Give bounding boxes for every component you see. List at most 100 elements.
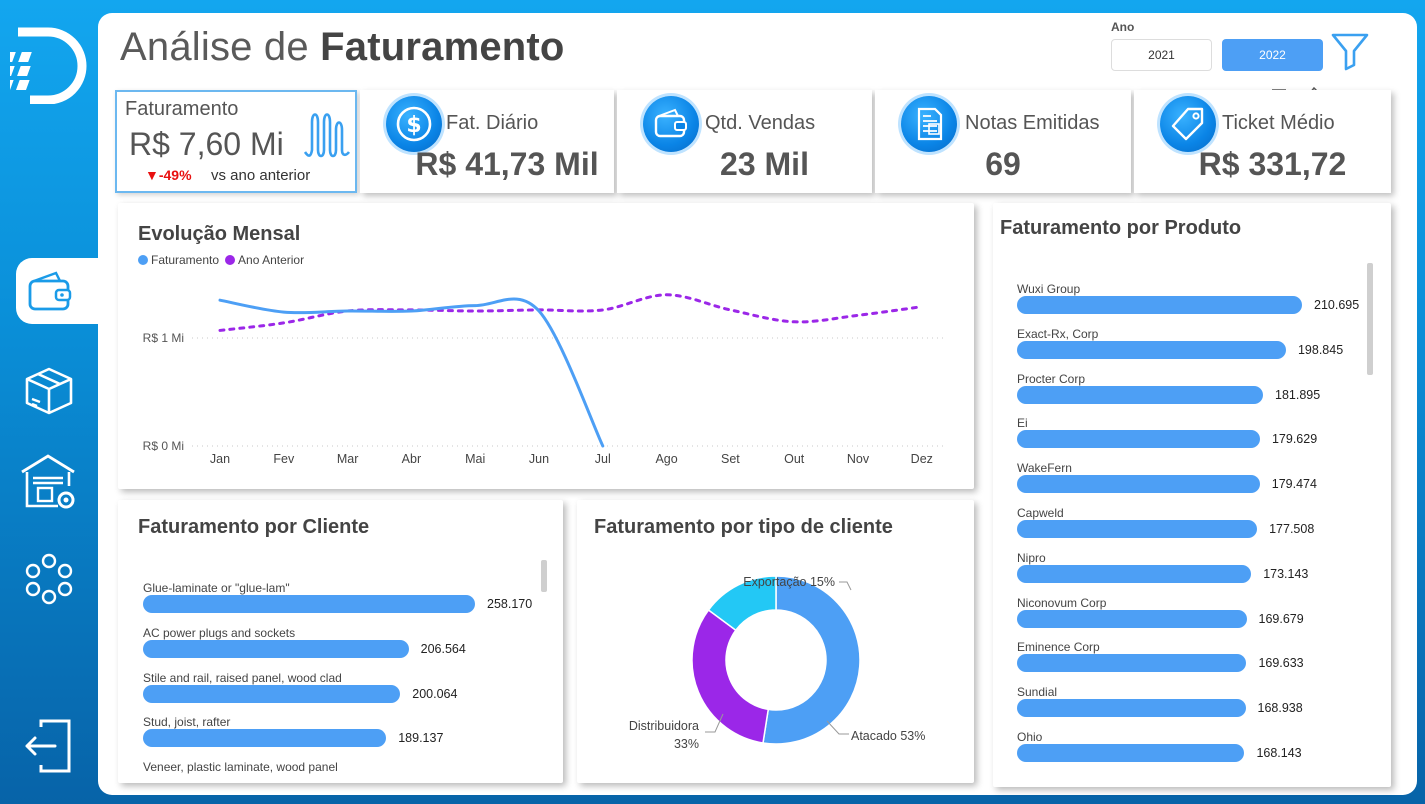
bar-value-label: 258.170 <box>487 597 533 611</box>
slice-label: Atacado 53% <box>851 729 925 743</box>
bar-value-label: 179.629 <box>1271 432 1318 447</box>
box-icon <box>25 367 73 415</box>
kpi-value: R$ 7,60 Mi <box>129 126 284 162</box>
price-tag-icon <box>1160 96 1216 152</box>
bar-label: Stile and rail, raised panel, wood clad <box>143 670 342 685</box>
kpi-title: Ticket Médio <box>1222 112 1335 134</box>
legend-item-faturamento[interactable]: Faturamento <box>138 253 219 267</box>
bar[interactable] <box>1017 609 1247 628</box>
nav-estoque[interactable] <box>16 448 82 514</box>
bar[interactable] <box>1017 654 1247 673</box>
series-line-faturamento[interactable] <box>218 297 605 448</box>
leader-line <box>839 581 852 591</box>
wave-chart-icon <box>303 113 351 158</box>
bar-label: Glue-laminate or "glue-lam" <box>143 581 290 595</box>
bar[interactable] <box>143 595 475 613</box>
kpi-notas-emitidas-card[interactable]: Notas Emitidas 69 <box>875 90 1131 193</box>
slice-atacado[interactable] <box>762 575 861 745</box>
nav-mais[interactable] <box>16 546 82 612</box>
kpi-delta-text: vs ano anterior <box>211 167 311 184</box>
bar[interactable] <box>1017 520 1258 538</box>
nav-faturamento[interactable] <box>16 258 104 324</box>
bar[interactable] <box>143 639 409 658</box>
funnel-filter-icon[interactable] <box>1330 31 1370 71</box>
slice-label: 33% <box>674 737 699 751</box>
kpi-value: 69 <box>985 146 1021 182</box>
bar-value-label: 169.679 <box>1258 611 1304 626</box>
y-tick-label: R$ 1 Mi <box>143 331 184 345</box>
kpi-qtd-vendas-card[interactable]: Qtd. Vendas 23 Mil <box>617 90 872 193</box>
x-tick-label: Fev <box>273 452 295 466</box>
bar-label: Niconovum Corp <box>1017 595 1107 610</box>
bar[interactable] <box>1017 699 1246 718</box>
bar-label: Exact-Rx, Corp <box>1017 326 1099 341</box>
logo-icon <box>10 27 87 104</box>
kpi-faturamento-card[interactable]: Faturamento R$ 7,60 Mi ▼-49% vs ano ante… <box>115 90 357 193</box>
bar-label: Sundial <box>1017 685 1058 700</box>
kpi-title: Qtd. Vendas <box>705 112 816 134</box>
x-tick-label: Out <box>784 452 805 466</box>
x-tick-label: Jan <box>210 452 230 466</box>
bar[interactable] <box>1017 385 1264 404</box>
bar-value-label: 200.064 <box>412 686 458 701</box>
panel-title: Faturamento por Produto <box>1000 217 1242 239</box>
report-canvas: Análise de Faturamento Ano 2021 2022 Fat… <box>98 13 1417 795</box>
bar-value-label: 168.143 <box>1256 746 1302 760</box>
x-tick-label: Mai <box>465 452 485 466</box>
bar[interactable] <box>1017 564 1252 583</box>
kpi-delta: ▼-49% <box>145 167 192 183</box>
bar-value-label: 169.633 <box>1258 656 1304 671</box>
invoice-icon <box>901 96 957 152</box>
bar-label: WakeFern <box>1017 461 1072 476</box>
slice-exportacao[interactable] <box>707 575 777 632</box>
kpi-title: Faturamento <box>125 98 239 120</box>
bar-label: Ei <box>1017 416 1028 431</box>
bar[interactable] <box>143 729 387 748</box>
bar[interactable] <box>1017 340 1286 359</box>
bar-value-label: 181.895 <box>1275 387 1321 402</box>
wallet-icon <box>643 96 699 152</box>
year-filter-label: Ano <box>1111 20 1135 34</box>
svg-text:$: $ <box>406 113 421 138</box>
y-tick-label: R$ 0 Mi <box>143 439 184 453</box>
kpi-value: 23 Mil <box>720 146 809 182</box>
bar-value-label: 177.508 <box>1269 522 1315 536</box>
kpi-title: Notas Emitidas <box>965 112 1100 134</box>
nav-produtos[interactable] <box>16 358 82 424</box>
x-tick-label: Dez <box>911 452 933 466</box>
bar[interactable] <box>1017 475 1260 494</box>
scrollbar[interactable] <box>1367 263 1373 375</box>
chart-legend: Faturamento Ano Anterior <box>138 253 304 267</box>
slice-label: Exportação 15% <box>743 575 835 589</box>
legend-item-ano-anterior[interactable]: Ano Anterior <box>225 253 304 267</box>
bar-value-label: 179.474 <box>1271 477 1317 492</box>
bar-label: Ohio <box>1017 730 1043 744</box>
year-2021-button[interactable]: 2021 <box>1111 39 1212 71</box>
line-chart: R$ 0 Mi R$ 1 Mi Jan Fev Mar Abr Mai Jun Jul Ago Se… <box>143 293 944 466</box>
dollar-coin-icon: $ <box>386 96 442 152</box>
x-tick-label: Jun <box>529 452 549 466</box>
scrollbar[interactable] <box>541 560 547 592</box>
kpi-ticket-medio-card[interactable]: Ticket Médio R$ 331,72 <box>1134 90 1391 193</box>
year-2022-button[interactable]: 2022 <box>1222 39 1323 71</box>
slice-distribuidora[interactable] <box>691 608 770 744</box>
nav-sair[interactable] <box>16 712 82 778</box>
kpi-fat-diario-card[interactable]: $ Fat. Diário R$ 41,73 Mil <box>360 90 614 193</box>
bar[interactable] <box>143 684 401 703</box>
bar-value-label: 189.137 <box>398 731 444 746</box>
donut-chart: Atacado 53% Distribuidora 33% Exportação 15… <box>629 575 926 751</box>
bar-value-label: 198.845 <box>1297 342 1344 357</box>
kpi-value: R$ 41,73 Mil <box>415 146 599 182</box>
kpi-title: Fat. Diário <box>446 112 539 134</box>
leader-line <box>826 720 849 735</box>
bar-value-label: 210.695 <box>1314 298 1360 312</box>
bar-label: Capweld <box>1017 506 1064 520</box>
bar[interactable] <box>1017 744 1245 762</box>
bar-label: Procter Corp <box>1017 371 1086 386</box>
bar-label: Veneer, plastic laminate, wood panel <box>143 760 338 775</box>
bar[interactable] <box>1017 296 1302 314</box>
bar-label: Eminence Corp <box>1017 640 1100 655</box>
bar[interactable] <box>1017 430 1260 449</box>
x-tick-label: Ago <box>655 452 677 466</box>
x-tick-label: Mar <box>337 452 359 466</box>
